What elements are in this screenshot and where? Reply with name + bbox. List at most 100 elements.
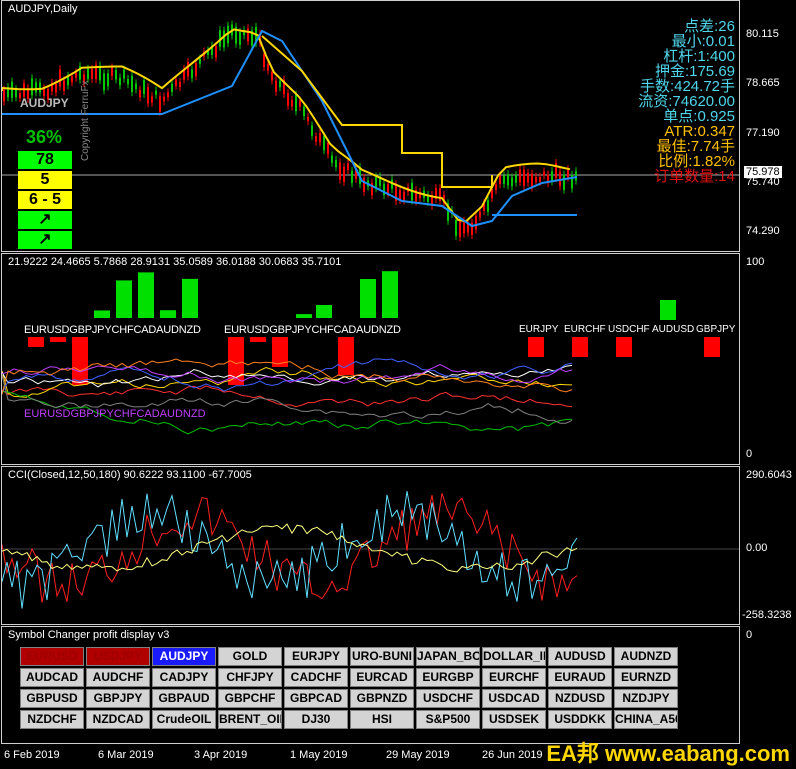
- symbol-button-euraud[interactable]: EURAUD: [548, 668, 612, 687]
- cci-panel[interactable]: CCI(Closed,12,50,180) 90.6222 93.1100 -6…: [1, 466, 740, 625]
- symbol-button-china-a50[interactable]: CHINA_A50: [614, 710, 678, 729]
- symbol-button-audusd[interactable]: AUDUSD: [548, 647, 612, 666]
- candle: [363, 178, 365, 192]
- symbol-button-audcad[interactable]: AUDCAD: [20, 668, 84, 687]
- candle: [71, 76, 73, 83]
- symbol-button-nzdchf[interactable]: NZDCHF: [20, 710, 84, 729]
- candle: [147, 87, 149, 104]
- currency-strength-panel[interactable]: 21.9222 24.4665 5.7868 28.9131 35.0589 3…: [1, 253, 740, 465]
- strength-line: [2, 366, 573, 398]
- candle: [211, 45, 213, 55]
- candle: [455, 219, 457, 236]
- symbol-button-gbpjpy[interactable]: GBPJPY: [86, 689, 150, 708]
- symbol-button-gbpcad[interactable]: GBPCAD: [284, 689, 348, 708]
- symbol-button-audchf[interactable]: AUDCHF: [86, 668, 150, 687]
- symbol-button-usdcad[interactable]: USDCAD: [482, 689, 546, 708]
- axis-label: 0.00: [746, 542, 768, 554]
- candle: [403, 191, 405, 201]
- candle: [531, 173, 533, 188]
- symbol-button-nzdcad[interactable]: NZDCAD: [86, 710, 150, 729]
- symbol-button-brent-oil[interactable]: BRENT_OIL: [218, 710, 282, 729]
- candle: [59, 69, 61, 87]
- symbol-button-uro-buni[interactable]: URO-BUNI: [350, 647, 414, 666]
- symbol-button-dollar-ine[interactable]: DOLLAR_INE: [482, 647, 546, 666]
- candle: [107, 73, 109, 87]
- candle: [339, 162, 341, 180]
- symbol-button-gold[interactable]: GOLD: [218, 647, 282, 666]
- symbol-button-crudeoil[interactable]: CrudeOIL: [152, 710, 216, 729]
- candle: [19, 93, 21, 99]
- symbol-button-s-p500[interactable]: S&P500: [416, 710, 480, 729]
- candle: [383, 183, 385, 196]
- candle: [547, 174, 549, 184]
- info-row: 流资:74620.00: [638, 93, 735, 110]
- signal-percent: 36%: [26, 127, 63, 147]
- axis-label: 0: [746, 448, 753, 460]
- symbol-button-gbpchf[interactable]: GBPCHF: [218, 689, 282, 708]
- candle: [495, 184, 497, 191]
- strength-bar: [660, 300, 676, 320]
- price-label: 75.740: [746, 176, 780, 188]
- symbol-button-gbpusd[interactable]: GBPUSD: [20, 689, 84, 708]
- symbol-button-eurnzd[interactable]: EURNZD: [614, 668, 678, 687]
- signal-arrow-up-icon: ↗: [18, 231, 72, 249]
- candle: [307, 116, 309, 122]
- symbol-button-nzdusd[interactable]: NZDUSD: [548, 689, 612, 708]
- signal-arrow-up-icon: ↗: [18, 211, 72, 229]
- candle: [539, 176, 541, 182]
- price-label: 74.290: [746, 225, 780, 237]
- strength-bar: [138, 272, 154, 318]
- info-row: 最佳:7.74手: [656, 138, 735, 155]
- symbol-button-chfjpy[interactable]: CHFJPY: [218, 668, 282, 687]
- symbol-button-cadjpy[interactable]: CADJPY: [152, 668, 216, 687]
- candle: [127, 78, 129, 85]
- symbol-button-nzdjpy[interactable]: NZDJPY: [614, 689, 678, 708]
- symbol-button-eurcad[interactable]: EURCAD: [350, 668, 414, 687]
- axis-label: 290.6043: [746, 469, 792, 481]
- symbol-changer-panel[interactable]: Symbol Changer profit display v3 EURUSD U…: [1, 626, 740, 744]
- symbol-button-eurusd[interactable]: EURUSD: [20, 647, 84, 666]
- price-chart-panel[interactable]: AUDJPY,Daily AUDJPY 36% 78 5 6 - 5 ↗ ↗ C…: [1, 0, 740, 252]
- symbol-button-japan-bon[interactable]: JAPAN_BON: [416, 647, 480, 666]
- candle: [419, 191, 421, 199]
- price-label: 80.115: [746, 28, 779, 40]
- symbol-button-usdjpy[interactable]: USDJPY: [86, 647, 150, 666]
- strength-bar: [94, 310, 110, 318]
- strength-group1-labels: EURUSDGBPJPYCHFCADAUDNZD: [24, 324, 201, 336]
- symbol-button-eurchf[interactable]: EURCHF: [482, 668, 546, 687]
- symbol-button-cadchf[interactable]: CADCHF: [284, 668, 348, 687]
- date-label: 26 Jun 2019: [482, 749, 543, 761]
- symbol-button-usdchf[interactable]: USDCHF: [416, 689, 480, 708]
- candle: [7, 87, 9, 98]
- candle: [391, 179, 393, 189]
- candle: [75, 72, 77, 78]
- candle: [263, 53, 265, 68]
- symbol-button-audnzd[interactable]: AUDNZD: [614, 647, 678, 666]
- candle: [467, 223, 469, 233]
- strength-values: 21.9222 24.4665 5.7868 28.9131 35.0589 3…: [8, 256, 342, 268]
- cci-axis: 290.6043 0.00 -258.3238: [740, 466, 796, 625]
- symbol-button-eurgbp[interactable]: EURGBP: [416, 668, 480, 687]
- strength-bar-negative: [28, 337, 44, 347]
- symbol-button-usddkk[interactable]: USDDKK: [548, 710, 612, 729]
- symbol-button-dj30[interactable]: DJ30: [284, 710, 348, 729]
- symbol-button-hsi[interactable]: HSI: [350, 710, 414, 729]
- symbol-button-eurjpy[interactable]: EURJPY: [284, 647, 348, 666]
- strength-bar-negative: [704, 337, 720, 357]
- symbol-changer-axis: 0: [740, 626, 796, 744]
- cci-title: CCI(Closed,12,50,180) 90.6222 93.1100 -6…: [8, 469, 252, 481]
- candle: [503, 175, 505, 184]
- symbol-button-audjpy[interactable]: AUDJPY: [152, 647, 216, 666]
- account-info: 点差:26 最小:0.01 杠杆:1:400 押金:175.69 手数:424.72手流…: [638, 19, 735, 184]
- price-chart: [2, 20, 739, 242]
- symbol-button-gbpaud[interactable]: GBPAUD: [152, 689, 216, 708]
- symbol-button-usdsek[interactable]: USDSEK: [482, 710, 546, 729]
- strength-bar: [116, 280, 132, 318]
- price-label: 77.190: [746, 127, 780, 139]
- candle: [207, 50, 209, 55]
- cci-line: [2, 523, 578, 573]
- axis-label: -258.3238: [742, 609, 792, 621]
- candle: [347, 163, 349, 171]
- symbol-button-gbpnzd[interactable]: GBPNZD: [350, 689, 414, 708]
- info-row: 比例:1.82%: [658, 153, 735, 170]
